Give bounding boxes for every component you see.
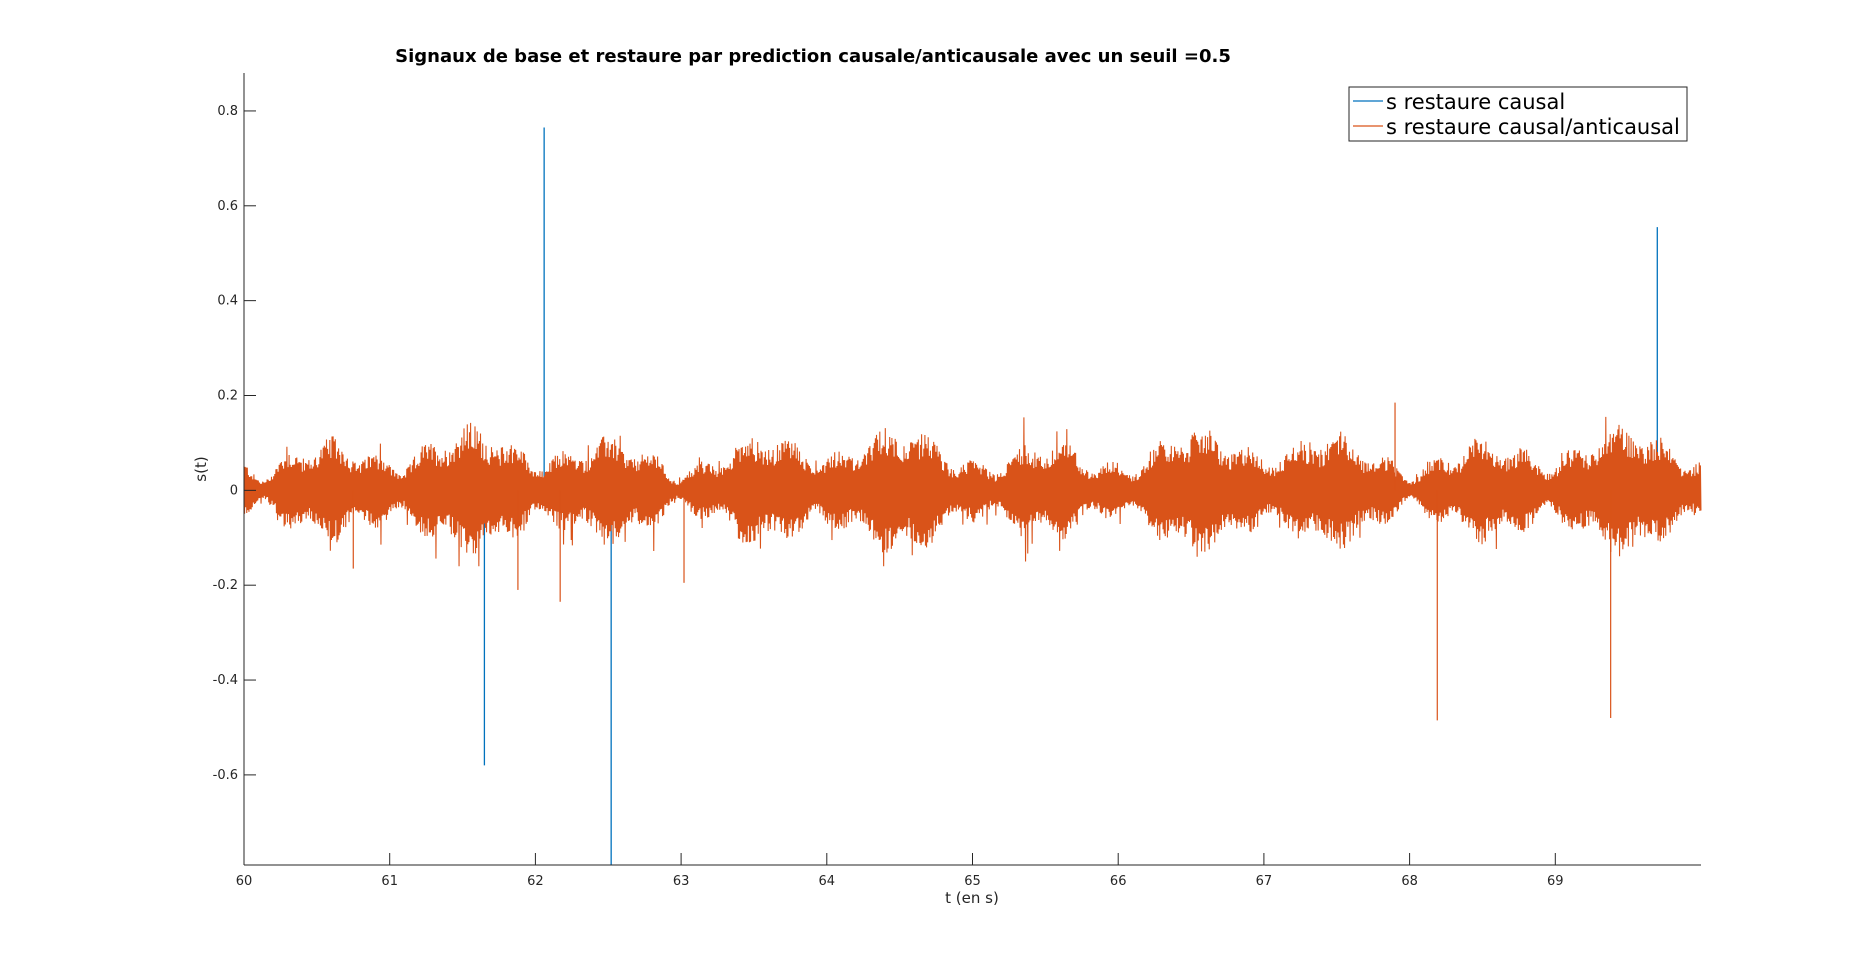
y-tick-label: 0.8 <box>217 104 238 119</box>
y-tick-label: 0.6 <box>217 199 238 214</box>
x-tick-label: 69 <box>1547 874 1564 889</box>
x-tick-label: 68 <box>1401 874 1418 889</box>
legend: s restaure causal s restaure causal/anti… <box>1348 86 1688 142</box>
x-tick-label: 65 <box>964 874 981 889</box>
y-tick-label: 0.2 <box>217 388 238 403</box>
plot-area <box>243 127 1702 865</box>
legend-box <box>1348 86 1688 142</box>
y-tick-label: 0 <box>230 483 238 498</box>
y-tick-label: -0.2 <box>213 578 238 593</box>
x-tick-label: 64 <box>819 874 836 889</box>
y-tick-label: -0.6 <box>213 768 238 783</box>
x-tick-label: 67 <box>1256 874 1273 889</box>
legend-label-anticausal: s restaure causal/anticausal <box>1386 115 1680 139</box>
x-tick-label: 66 <box>1110 874 1127 889</box>
y-axis-label: s(t) <box>192 456 210 481</box>
y-ticks: -0.6 -0.4 -0.2 0 0.2 0.4 0.6 0.8 <box>213 104 256 783</box>
y-tick-label: -0.4 <box>213 673 238 688</box>
chart-title: Signaux de base et restaure par predicti… <box>395 46 1231 67</box>
x-axis-label: t (en s) <box>945 889 999 907</box>
x-tick-label: 62 <box>527 874 544 889</box>
x-tick-label: 60 <box>236 874 253 889</box>
anticausal-signal-line <box>243 416 1702 567</box>
x-ticks: 60 61 62 63 64 65 66 67 68 69 <box>236 853 1564 889</box>
x-tick-label: 61 <box>381 874 398 889</box>
y-tick-label: 0.4 <box>217 294 238 309</box>
series-causal <box>483 127 1658 865</box>
series-causal-anticausal <box>243 402 1702 721</box>
x-tick-label: 63 <box>673 874 690 889</box>
legend-label-causal: s restaure causal <box>1386 90 1565 114</box>
